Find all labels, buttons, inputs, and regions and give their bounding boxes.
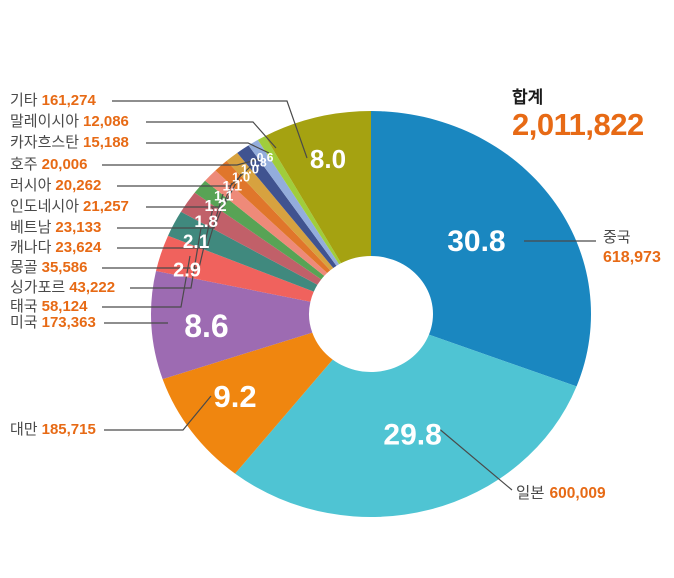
pct-label-malaysia: 0.6 [257, 150, 274, 164]
pie-slice-china [371, 111, 591, 387]
pie-slice-russia [226, 152, 334, 271]
country-value: 600,009 [549, 485, 606, 502]
pct-label-mongolia: 1.8 [194, 212, 218, 231]
legend-row-taiwan: 대만 185,715 [10, 420, 96, 440]
country-name: 베트남 [10, 219, 52, 236]
legend-row-russia: 러시아 20,262 [10, 176, 101, 196]
pie-slice-canada [194, 180, 325, 280]
callout-china: 중국 618,973 [603, 228, 661, 268]
pct-label-canada: 1.2 [204, 198, 226, 215]
leader-line-others [112, 100, 308, 159]
legend-row-australia: 호주 20,006 [10, 155, 88, 175]
country-name: 러시아 [10, 177, 52, 194]
total-value: 2,011,822 [512, 107, 644, 142]
total-block: 합계 2,011,822 [512, 88, 644, 142]
country-name: 대만 [10, 421, 38, 438]
country-value: 20,006 [41, 156, 88, 173]
leader-line-kazakhstan [146, 142, 270, 154]
leader-line-vietnam [117, 182, 233, 229]
country-name: 미국 [10, 314, 38, 331]
pie-slice-usa [150, 270, 313, 380]
country-name: 호주 [10, 156, 38, 173]
country-name: 기타 [10, 92, 38, 109]
legend-row-canada: 캐나다 23,624 [10, 238, 101, 258]
pct-label-russia: 1.0 [232, 169, 250, 184]
legend-row-thailand: 태국 58,124 [10, 297, 88, 317]
leader-line-mongolia [102, 207, 214, 269]
total-label: 합계 [512, 88, 544, 107]
country-name: 일본 [516, 485, 545, 502]
leader-line-thailand [102, 255, 191, 308]
pct-label-vietnam: 1.1 [214, 188, 234, 204]
country-name: 중국 [603, 229, 631, 246]
country-value: 35,586 [41, 259, 88, 276]
country-name: 말레이시아 [10, 113, 80, 130]
country-value: 15,188 [83, 134, 129, 151]
country-value: 12,086 [83, 113, 129, 130]
leader-line-japan [436, 426, 513, 491]
callout-japan: 일본 600,009 [516, 484, 606, 504]
pie-slice-vietnam [205, 170, 328, 276]
legend-row-singapore: 싱가포르 43,222 [10, 278, 115, 298]
leader-line-malaysia [146, 121, 277, 149]
country-value: 20,262 [55, 177, 102, 194]
pie-slice-thailand [156, 235, 314, 302]
country-value: 43,222 [69, 279, 116, 296]
country-value: 161,274 [41, 92, 96, 109]
pct-label-usa: 8.6 [184, 308, 228, 344]
leader-line-singapore [130, 227, 202, 289]
country-name: 태국 [10, 298, 38, 315]
pie-slice-kazakhstan [248, 139, 340, 266]
country-value: 58,124 [41, 298, 88, 315]
country-name: 인도네시아 [10, 198, 80, 215]
pct-label-australia: 1.0 [241, 161, 259, 176]
pct-label-thailand: 2.9 [173, 260, 201, 282]
pie-slice-singapore [168, 211, 318, 292]
pct-label-kazakhstan: 0.8 [250, 155, 267, 169]
leader-line-canada [117, 193, 224, 249]
country-name: 싱가포르 [10, 279, 66, 296]
pct-label-china: 30.8 [447, 225, 505, 258]
legend-row-vietnam: 베트남 23,133 [10, 218, 101, 238]
pct-label-taiwan: 9.2 [214, 379, 257, 414]
legend-row-indonesia: 인도네시아 21,257 [10, 197, 129, 217]
country-name: 카자흐스탄 [10, 134, 80, 151]
country-value: 185,715 [41, 421, 96, 438]
pct-label-singapore: 2.1 [183, 232, 210, 253]
pie-slice-indonesia [215, 160, 331, 273]
legend-row-usa: 미국 173,363 [10, 313, 96, 333]
pie-slice-japan [235, 334, 577, 517]
country-value: 23,624 [55, 239, 102, 256]
pie-slice-others [265, 111, 371, 264]
country-value: 21,257 [83, 198, 129, 215]
country-value: 618,973 [603, 249, 661, 266]
country-value: 23,133 [55, 219, 102, 236]
pct-label-indonesia: 1.1 [223, 178, 243, 194]
legend-row-mongolia: 몽골 35,586 [10, 258, 88, 278]
country-name: 몽골 [10, 259, 38, 276]
country-value: 173,363 [41, 314, 96, 331]
pie-slice-taiwan [162, 332, 333, 474]
leader-line-taiwan [104, 395, 212, 431]
country-name: 캐나다 [10, 239, 52, 256]
pie-slice-australia [237, 145, 337, 268]
legend-row-malaysia: 말레이시아 12,086 [10, 112, 129, 132]
pie-slice-malaysia [257, 136, 342, 265]
leader-line-australia [102, 158, 261, 166]
pct-label-others: 8.0 [310, 144, 346, 174]
legend-row-others: 기타 161,274 [10, 91, 96, 111]
legend-row-kazakhstan: 카자흐스탄 15,188 [10, 133, 129, 153]
pct-label-japan: 29.8 [383, 419, 441, 452]
leader-line-russia [117, 165, 252, 187]
